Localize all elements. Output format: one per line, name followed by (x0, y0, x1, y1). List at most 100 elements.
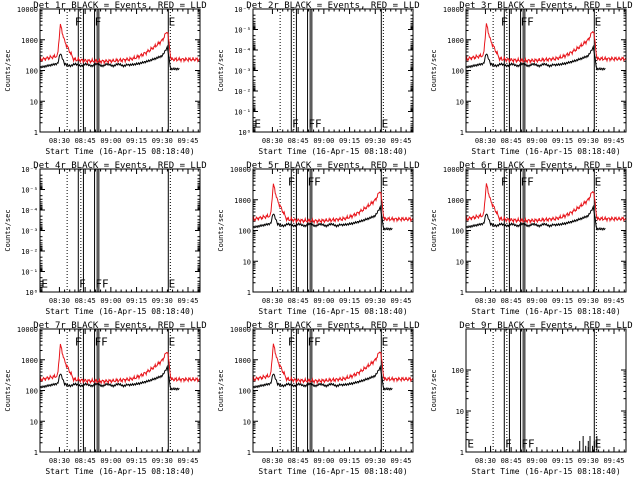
events-series-line (465, 204, 606, 232)
marker-label: FF (95, 278, 108, 291)
det-panel-7: Det 7r BLACK = Events, RED = LLD Start Ti… (4, 321, 207, 476)
x-axis-label: Start Time (16-Apr-15 08:18:40) (45, 467, 194, 476)
x-tick-label: 09:00 (526, 137, 547, 145)
y-tick-label: 1000 (234, 197, 251, 205)
marker-label: E (382, 176, 389, 189)
y-tick-label: 10000 (443, 166, 464, 174)
x-tick-label: 09:00 (100, 457, 121, 465)
x-tick-label: 09:00 (313, 297, 334, 305)
y-tick-label: 10000 (17, 326, 38, 334)
x-axis-label: Start Time (16-Apr-15 08:18:40) (258, 467, 407, 476)
x-axis-label: Start Time (16-Apr-15 08:18:40) (471, 147, 620, 156)
y-tick-label: 1 (460, 129, 464, 137)
marker-label: F (505, 438, 512, 451)
plot-frame (465, 328, 627, 453)
x-tick-label: 08:30 (475, 297, 496, 305)
plot-frame (39, 8, 201, 133)
y-tick-label: 10⁻⁴ (21, 207, 38, 215)
x-tick-label: 09:30 (152, 297, 173, 305)
x-tick-label: 09:00 (100, 137, 121, 145)
det-panel-5: Det 5r BLACK = Events, RED = LLD Start Ti… (217, 161, 420, 316)
det-panel-6: Det 6r BLACK = Events, RED = LLD Start Ti… (430, 161, 633, 316)
panel-title: Det 3r BLACK = Events, RED = LLD (459, 1, 632, 11)
panel-title: Det 1r BLACK = Events, RED = LLD (33, 1, 206, 11)
panel-title: Det 2r BLACK = Events, RED = LLD (246, 1, 419, 11)
marker-label: E (169, 278, 176, 291)
y-tick-label: 10⁻⁵ (21, 187, 38, 195)
plot-frame (39, 168, 201, 293)
det-panel-4: Det 4r BLACK = Events, RED = LLD Start Ti… (4, 161, 207, 316)
x-tick-label: 09:30 (578, 137, 599, 145)
panel-title: Det 4r BLACK = Events, RED = LLD (33, 161, 206, 171)
marker-label: E (595, 16, 602, 29)
marker-label: F (75, 16, 82, 29)
marker-label: FF (308, 336, 321, 349)
marker-label: E (467, 438, 474, 451)
y-tick-label: 10⁻⁶ (234, 6, 251, 14)
plot-frame (252, 168, 414, 293)
y-tick-label: 10⁻² (234, 88, 251, 96)
y-tick-label: 10 (456, 98, 464, 106)
y-tick-label: 1000 (447, 37, 464, 45)
x-tick-label: 08:30 (475, 457, 496, 465)
x-tick-label: 09:45 (177, 297, 198, 305)
x-tick-label: 08:45 (288, 457, 309, 465)
x-axis-label: Start Time (16-Apr-15 08:18:40) (45, 307, 194, 316)
y-tick-label: 1 (460, 449, 464, 457)
panel-title: Det 5r BLACK = Events, RED = LLD (246, 161, 419, 171)
marker-label: E (254, 118, 261, 131)
y-tick-label: 10⁻⁵ (234, 27, 251, 35)
y-axis-label: Counts/sec (430, 209, 438, 251)
y-tick-label: 100 (238, 388, 251, 396)
x-tick-label: 08:45 (501, 297, 522, 305)
x-axis-label: Start Time (16-Apr-15 08:18:40) (471, 307, 620, 316)
events-series-line (465, 44, 606, 72)
y-tick-label: 10⁰ (25, 289, 38, 297)
y-tick-label: 10 (243, 418, 251, 426)
x-tick-label: 08:45 (501, 457, 522, 465)
x-tick-label: 08:45 (75, 137, 96, 145)
marker-label: E (169, 336, 176, 349)
x-tick-label: 08:30 (49, 457, 70, 465)
x-tick-label: 08:30 (49, 137, 70, 145)
x-tick-label: 08:30 (262, 137, 283, 145)
x-tick-label: 09:45 (390, 297, 411, 305)
x-tick-label: 09:45 (390, 457, 411, 465)
x-tick-label: 09:30 (152, 137, 173, 145)
y-tick-label: 10000 (230, 166, 251, 174)
det-panel-9: Det 9r BLACK = Events, RED = LLD Start Ti… (430, 321, 633, 476)
y-tick-label: 10⁰ (238, 129, 251, 137)
x-tick-label: 09:15 (126, 137, 147, 145)
x-tick-label: 09:15 (339, 457, 360, 465)
y-tick-label: 100 (451, 68, 464, 76)
x-tick-label: 08:30 (262, 457, 283, 465)
panel-title: Det 6r BLACK = Events, RED = LLD (459, 161, 632, 171)
y-tick-label: 100 (451, 367, 464, 375)
y-tick-label: 100 (451, 228, 464, 236)
det-panel-2: Det 2r BLACK = Events, RED = LLD Start Ti… (217, 1, 420, 156)
y-axis-label: Counts/sec (4, 49, 12, 91)
y-tick-label: 10 (456, 408, 464, 416)
x-tick-label: 09:30 (578, 457, 599, 465)
y-tick-label: 1 (460, 289, 464, 297)
x-tick-label: 09:00 (100, 297, 121, 305)
plot-frame (39, 328, 201, 453)
x-tick-label: 09:30 (152, 457, 173, 465)
det-panel-8: Det 8r BLACK = Events, RED = LLD Start Ti… (217, 321, 420, 476)
y-tick-label: 100 (238, 228, 251, 236)
x-tick-label: 09:45 (603, 137, 624, 145)
x-tick-label: 09:30 (365, 297, 386, 305)
x-tick-label: 09:00 (526, 297, 547, 305)
marker-label: F (75, 336, 82, 349)
lld-series-line (39, 23, 201, 66)
x-tick-label: 09:00 (526, 457, 547, 465)
marker-label: FF (308, 118, 321, 131)
y-tick-label: 10⁻³ (234, 68, 251, 76)
x-tick-label: 08:45 (75, 457, 96, 465)
x-tick-label: 08:45 (501, 137, 522, 145)
y-tick-label: 1000 (234, 357, 251, 365)
y-axis-label: Counts/sec (217, 369, 225, 411)
y-axis-label: Counts/sec (217, 209, 225, 251)
events-series-line (252, 204, 393, 232)
marker-label: E (41, 278, 48, 291)
